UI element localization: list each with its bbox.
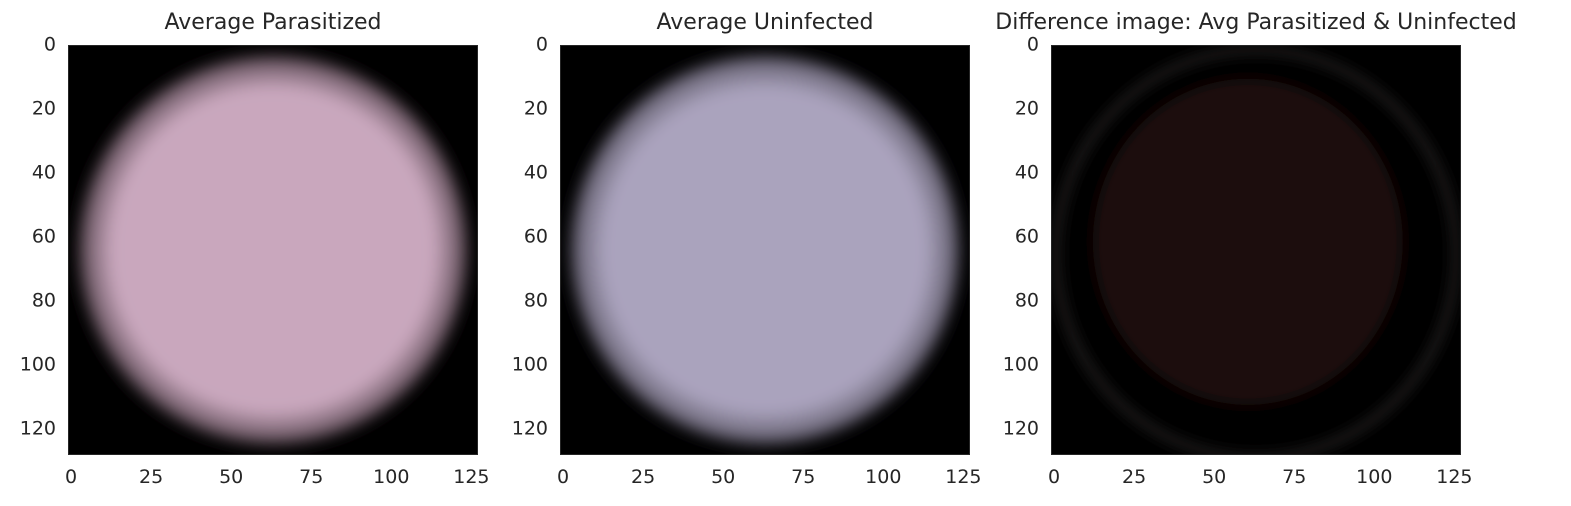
y-tick-label: 20: [31, 97, 56, 120]
x-tick-label: 25: [1121, 466, 1147, 488]
y-tick-label: 60: [523, 225, 548, 248]
x-tick-label: 75: [1282, 466, 1307, 488]
y-tick-label: 80: [31, 289, 56, 312]
x-tick-label: 100: [865, 466, 902, 488]
y-tick-label: 20: [523, 97, 548, 120]
y-tick-label: 40: [1014, 161, 1039, 184]
x-tick-label: 50: [1202, 466, 1227, 488]
x-tick-label: 100: [1356, 466, 1393, 488]
y-tick-label: 40: [31, 161, 56, 184]
x-tick-label: 100: [373, 466, 410, 488]
image-panel-2: [560, 45, 970, 455]
y-tick-label: 120: [19, 417, 56, 440]
y-tick-label: 80: [523, 289, 548, 312]
cell-image-1: [69, 46, 477, 454]
y-tick-label: 40: [523, 161, 548, 184]
image-panel-1: [68, 45, 478, 455]
x-tick-label: 75: [299, 466, 324, 488]
y-tick-label: 120: [511, 417, 548, 440]
x-tick-label: 25: [138, 466, 164, 488]
y-tick-label: 120: [1002, 417, 1039, 440]
y-tick-label: 0: [43, 33, 56, 56]
panel-title-1: Average Parasitized: [164, 10, 382, 35]
y-tick-label: 0: [535, 33, 548, 56]
y-tick-label: 60: [31, 225, 56, 248]
y-tick-label: 20: [1014, 97, 1039, 120]
x-tick-label: 50: [219, 466, 244, 488]
cell-image-3: [1052, 46, 1460, 454]
x-tick-label: 50: [711, 466, 736, 488]
x-tick-label: 0: [1047, 466, 1061, 488]
y-tick-label: 100: [19, 353, 56, 376]
x-tick-label: 125: [1436, 466, 1473, 488]
y-tick-label: 0: [1026, 33, 1039, 56]
panel-title-2: Average Uninfected: [656, 10, 874, 35]
x-tick-label: 125: [453, 466, 490, 488]
panel-title-3: Difference image: Avg Parasitized & Unin…: [995, 10, 1517, 35]
y-tick-label: 80: [1014, 289, 1039, 312]
x-tick-label: 0: [556, 466, 570, 488]
y-tick-label: 100: [1002, 353, 1039, 376]
x-tick-label: 25: [630, 466, 656, 488]
cell-image-2: [561, 46, 969, 454]
image-panel-3: [1051, 45, 1461, 455]
y-tick-label: 100: [511, 353, 548, 376]
x-tick-label: 75: [791, 466, 816, 488]
x-tick-label: 125: [945, 466, 982, 488]
y-tick-label: 60: [1014, 225, 1039, 248]
x-tick-label: 0: [64, 466, 78, 488]
